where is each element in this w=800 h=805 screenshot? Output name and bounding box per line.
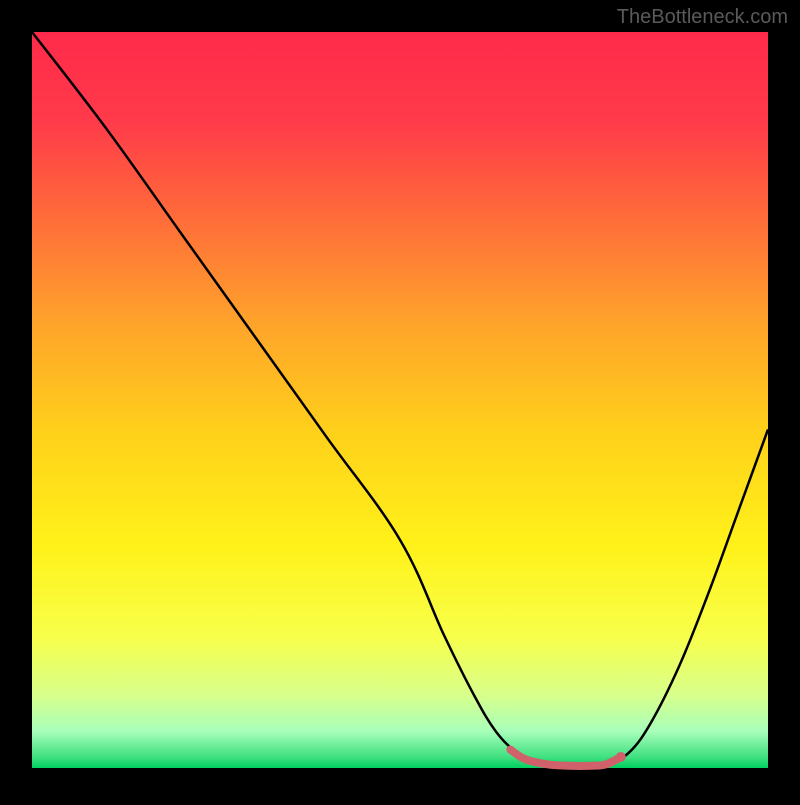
bottleneck-chart <box>0 0 800 800</box>
attribution-text: TheBottleneck.com <box>617 6 788 29</box>
optimal-point-marker <box>616 752 626 762</box>
chart-svg <box>0 0 800 800</box>
